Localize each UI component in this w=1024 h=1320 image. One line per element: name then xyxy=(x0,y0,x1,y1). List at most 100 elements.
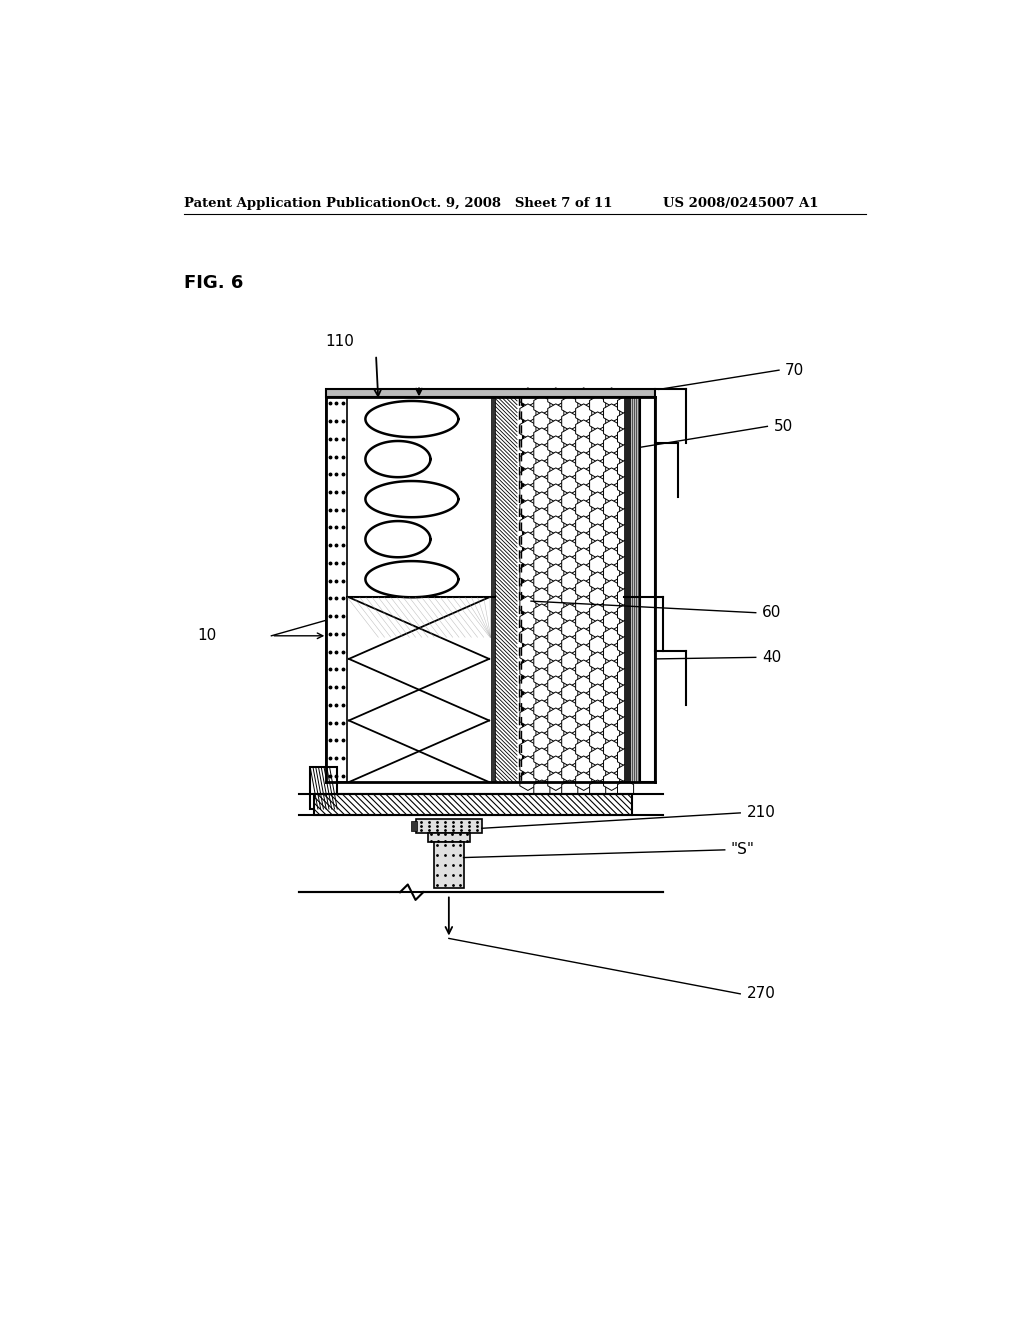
Polygon shape xyxy=(603,436,620,454)
Polygon shape xyxy=(520,612,536,631)
Polygon shape xyxy=(590,572,606,590)
Polygon shape xyxy=(590,428,606,446)
Polygon shape xyxy=(590,412,606,430)
Polygon shape xyxy=(590,587,606,606)
Polygon shape xyxy=(603,484,620,503)
Polygon shape xyxy=(603,532,620,550)
Polygon shape xyxy=(562,572,578,590)
Polygon shape xyxy=(575,484,592,503)
Polygon shape xyxy=(534,524,550,543)
Polygon shape xyxy=(603,467,620,486)
Text: US 2008/0245007 A1: US 2008/0245007 A1 xyxy=(663,197,818,210)
Polygon shape xyxy=(575,628,592,647)
Text: Patent Application Publication: Patent Application Publication xyxy=(183,197,411,210)
Polygon shape xyxy=(590,459,606,478)
Polygon shape xyxy=(575,772,592,791)
Polygon shape xyxy=(575,612,592,631)
Polygon shape xyxy=(562,636,578,655)
Polygon shape xyxy=(603,516,620,535)
Polygon shape xyxy=(575,404,592,422)
Polygon shape xyxy=(603,579,620,598)
Polygon shape xyxy=(575,451,592,470)
Polygon shape xyxy=(562,700,578,718)
Polygon shape xyxy=(590,733,606,751)
Polygon shape xyxy=(575,660,592,678)
Polygon shape xyxy=(548,644,564,663)
Polygon shape xyxy=(603,756,620,775)
Polygon shape xyxy=(520,532,536,550)
Polygon shape xyxy=(575,516,592,535)
Polygon shape xyxy=(575,564,592,582)
Polygon shape xyxy=(520,595,536,614)
Bar xyxy=(517,397,523,781)
Polygon shape xyxy=(562,780,578,799)
Polygon shape xyxy=(562,764,578,783)
Polygon shape xyxy=(575,676,592,694)
Bar xyxy=(434,842,464,888)
Polygon shape xyxy=(617,477,634,495)
Text: "S": "S" xyxy=(731,842,755,858)
Polygon shape xyxy=(548,564,564,582)
Polygon shape xyxy=(548,500,564,519)
Text: Oct. 9, 2008   Sheet 7 of 11: Oct. 9, 2008 Sheet 7 of 11 xyxy=(411,197,612,210)
Polygon shape xyxy=(520,467,536,486)
Polygon shape xyxy=(603,548,620,566)
Polygon shape xyxy=(520,516,536,535)
Polygon shape xyxy=(575,692,592,710)
Polygon shape xyxy=(617,587,634,606)
Polygon shape xyxy=(548,595,564,614)
Polygon shape xyxy=(534,444,550,462)
Polygon shape xyxy=(590,524,606,543)
Polygon shape xyxy=(520,420,536,438)
Text: 110: 110 xyxy=(326,334,354,350)
Polygon shape xyxy=(548,516,564,535)
Polygon shape xyxy=(562,508,578,527)
Text: 40: 40 xyxy=(762,649,781,665)
Text: 210: 210 xyxy=(746,805,775,821)
Polygon shape xyxy=(534,668,550,686)
Bar xyxy=(310,767,337,809)
Polygon shape xyxy=(548,772,564,791)
Polygon shape xyxy=(534,605,550,623)
Polygon shape xyxy=(534,459,550,478)
Polygon shape xyxy=(590,605,606,623)
Polygon shape xyxy=(562,556,578,574)
Polygon shape xyxy=(562,668,578,686)
Polygon shape xyxy=(534,587,550,606)
Polygon shape xyxy=(520,660,536,678)
Polygon shape xyxy=(548,756,564,775)
Polygon shape xyxy=(548,548,564,566)
Polygon shape xyxy=(534,477,550,495)
Polygon shape xyxy=(617,572,634,590)
Bar xyxy=(428,833,470,842)
Polygon shape xyxy=(562,715,578,734)
Polygon shape xyxy=(575,708,592,726)
Polygon shape xyxy=(534,748,550,767)
Polygon shape xyxy=(590,636,606,655)
Text: 270: 270 xyxy=(746,986,775,1002)
Text: 10: 10 xyxy=(198,628,217,643)
Polygon shape xyxy=(603,644,620,663)
Polygon shape xyxy=(603,692,620,710)
Polygon shape xyxy=(562,477,578,495)
Polygon shape xyxy=(590,652,606,671)
Bar xyxy=(326,397,347,781)
Polygon shape xyxy=(534,428,550,446)
Polygon shape xyxy=(534,556,550,574)
Polygon shape xyxy=(617,733,634,751)
Polygon shape xyxy=(617,524,634,543)
Polygon shape xyxy=(548,708,564,726)
Polygon shape xyxy=(534,508,550,527)
Polygon shape xyxy=(562,748,578,767)
Polygon shape xyxy=(617,459,634,478)
Polygon shape xyxy=(534,572,550,590)
Polygon shape xyxy=(617,428,634,446)
Polygon shape xyxy=(617,668,634,686)
Polygon shape xyxy=(603,420,620,438)
Polygon shape xyxy=(548,451,564,470)
Polygon shape xyxy=(617,444,634,462)
Polygon shape xyxy=(575,756,592,775)
Polygon shape xyxy=(534,492,550,511)
Polygon shape xyxy=(520,548,536,566)
Polygon shape xyxy=(548,484,564,503)
